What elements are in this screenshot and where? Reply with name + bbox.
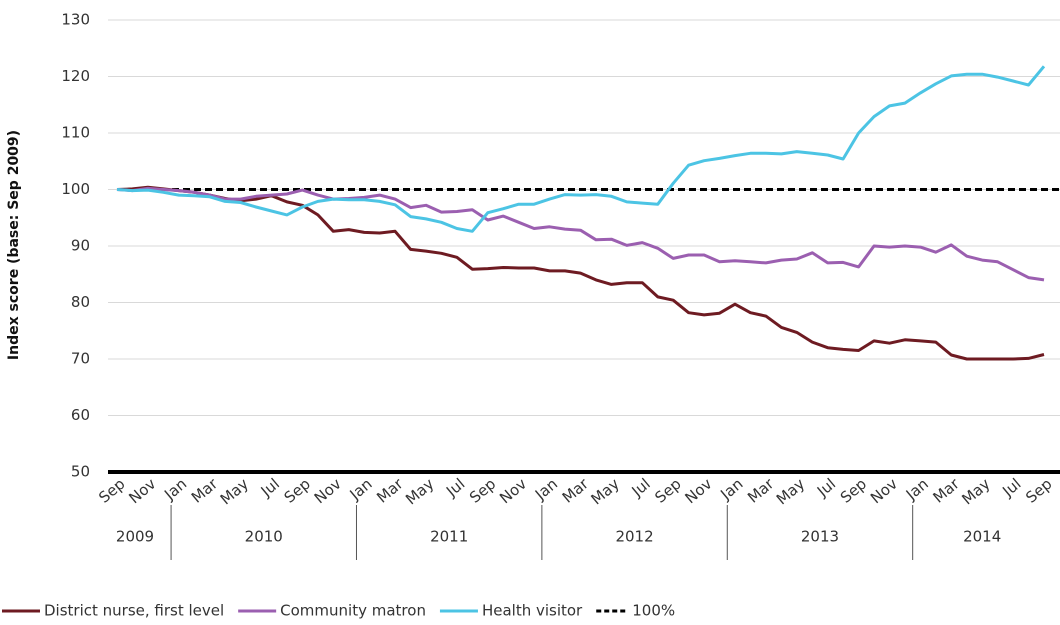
y-tick-label: 90 [71, 237, 90, 255]
series-line [116, 185, 1045, 361]
x-tick-label: Sep [95, 475, 128, 507]
legend-label: 100% [632, 602, 675, 620]
x-tick-label: Sep [651, 475, 684, 507]
y-tick-label: 50 [71, 463, 90, 481]
year-label: 2013 [801, 528, 839, 546]
x-tick-label: Jan [902, 475, 932, 504]
y-tick-label: 100 [61, 180, 90, 198]
y-tick-label: 70 [71, 350, 90, 368]
series-line [116, 186, 1045, 282]
year-label: 2014 [963, 528, 1001, 546]
y-tick-label: 80 [71, 293, 90, 311]
y-tick-label: 130 [61, 11, 90, 29]
legend-label: District nurse, first level [44, 602, 224, 620]
series-line [116, 65, 1046, 233]
x-tick-label: Mar [373, 474, 407, 507]
x-tick-label: Jul [998, 475, 1024, 501]
year-label: 2011 [430, 528, 468, 546]
x-tick-label: Mar [188, 474, 222, 507]
x-tick-label: Nov [496, 475, 530, 508]
y-tick-label: 60 [71, 406, 90, 424]
x-tick-label: Mar [744, 474, 778, 507]
x-tick-label: Nov [682, 475, 716, 508]
x-tick-label: Jul [257, 475, 283, 501]
x-tick-label: Jan [160, 475, 190, 504]
y-tick-label: 120 [61, 67, 90, 85]
x-tick-label: Sep [466, 475, 499, 507]
x-tick-label: Sep [281, 475, 314, 507]
x-tick-label: May [588, 475, 623, 509]
x-tick-label: Sep [1022, 475, 1055, 507]
x-tick-label: Nov [125, 475, 159, 508]
x-tick-label: Mar [559, 474, 593, 507]
x-tick-label: Sep [837, 475, 870, 507]
x-tick-label: May [958, 475, 993, 509]
x-tick-label: Jan [716, 475, 746, 504]
year-label: 2012 [615, 528, 653, 546]
x-tick-label: Nov [311, 475, 345, 508]
x-tick-label: Nov [867, 475, 901, 508]
y-axis-label: Index score (base: Sep 2009) [6, 130, 22, 360]
x-tick-label: Jan [346, 475, 376, 504]
legend-label: Community matron [280, 602, 426, 620]
x-tick-label: Jul [442, 475, 468, 501]
year-label: 2009 [116, 528, 154, 546]
x-tick-label: May [402, 475, 437, 509]
legend-label: Health visitor [482, 602, 583, 620]
x-tick-label: Jan [531, 475, 561, 504]
x-tick-label: Jul [813, 475, 839, 501]
x-tick-label: Mar [930, 474, 964, 507]
y-tick-label: 110 [61, 124, 90, 142]
x-tick-label: May [773, 475, 808, 509]
x-tick-label: Jul [628, 475, 654, 501]
x-tick-label: May [217, 475, 252, 509]
year-label: 2010 [245, 528, 283, 546]
